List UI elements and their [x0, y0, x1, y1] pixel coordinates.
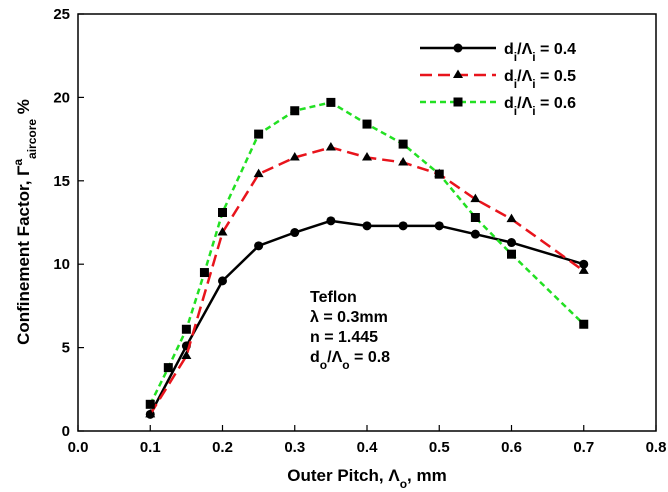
data-point — [326, 216, 336, 226]
annotation-line-4: do/Λo = 0.8 — [310, 349, 390, 372]
data-point — [398, 156, 409, 166]
data-point — [506, 213, 517, 223]
legend-entry-2: di/Λi = 0.5 — [420, 68, 576, 91]
data-point — [145, 408, 156, 418]
x-axis-ticks: 0.0 0.1 0.2 0.3 0.4 0.5 0.6 0.7 0.8 — [68, 425, 667, 456]
legend: di/Λi = 0.4 di/Λi = 0.5 di/Λi = 0.6 — [420, 41, 576, 118]
data-point — [434, 169, 444, 179]
data-point — [398, 139, 408, 149]
annotation-line-3: n = 1.445 — [310, 329, 378, 346]
data-point — [199, 268, 209, 278]
data-point — [579, 259, 589, 269]
data-point — [362, 151, 372, 161]
data-point — [253, 168, 264, 178]
data-point — [290, 228, 300, 238]
data-point — [289, 151, 300, 161]
data-point — [181, 324, 191, 334]
data-point — [290, 106, 300, 116]
legend-marker-2 — [453, 69, 463, 78]
x-tick-label: 0.4 — [357, 439, 379, 456]
x-tick-label: 0.6 — [501, 439, 522, 456]
data-point — [362, 221, 372, 231]
y-tick-label: 10 — [53, 256, 70, 273]
annotation-block: Teflon λ = 0.3mm n = 1.445 do/Λo = 0.8 — [310, 289, 390, 372]
x-tick-label: 0.2 — [212, 439, 233, 456]
series-layer — [145, 97, 589, 419]
annotation-line-1: Teflon — [310, 289, 357, 306]
x-tick-label: 0.1 — [140, 439, 161, 456]
y-axis-ticks: 0 5 10 15 20 25 — [53, 6, 84, 440]
data-point — [507, 249, 516, 259]
y-tick-label: 0 — [62, 423, 70, 440]
data-point — [326, 97, 336, 107]
data-point — [181, 350, 192, 359]
legend-marker-3 — [453, 97, 463, 107]
y-axis-label: Confinement Factor, Γaaircore % — [11, 99, 39, 345]
series-2 — [145, 141, 589, 418]
legend-entry-1: di/Λi = 0.4 — [420, 41, 576, 64]
legend-entry-3: di/Λi = 0.6 — [420, 95, 576, 118]
data-point — [362, 119, 372, 129]
series-line-2 — [149, 146, 585, 415]
x-axis-label: Outer Pitch, Λo, mm — [287, 466, 446, 491]
data-point — [507, 238, 516, 248]
data-point — [254, 129, 264, 139]
y-tick-label: 25 — [53, 6, 70, 23]
data-point — [218, 207, 227, 217]
data-point — [470, 212, 480, 222]
y-tick-label: 15 — [53, 173, 70, 190]
legend-label-3: di/Λi = 0.6 — [504, 95, 576, 118]
data-point — [145, 399, 155, 409]
data-point — [163, 363, 173, 373]
data-point — [217, 227, 228, 236]
data-point — [254, 241, 264, 251]
y-tick-label: 5 — [62, 340, 70, 357]
y-tick-label: 20 — [53, 89, 70, 106]
x-tick-label: 0.8 — [646, 439, 667, 456]
x-tick-label: 0.7 — [573, 439, 594, 456]
data-point — [579, 319, 589, 329]
series-line-3 — [149, 101, 585, 405]
legend-label-2: di/Λi = 0.5 — [504, 68, 576, 91]
data-point — [218, 276, 227, 286]
data-point — [470, 229, 480, 239]
legend-label-1: di/Λi = 0.4 — [504, 41, 576, 64]
data-point — [398, 221, 408, 231]
data-point — [578, 265, 589, 274]
x-tick-label: 0.0 — [68, 439, 89, 456]
annotation-line-2: λ = 0.3mm — [310, 309, 388, 326]
data-point — [434, 221, 444, 231]
series-3 — [145, 97, 589, 409]
data-point — [325, 141, 336, 151]
series-line-1 — [149, 219, 585, 415]
legend-marker-1 — [453, 43, 463, 53]
data-point — [470, 193, 481, 203]
x-tick-label: 0.3 — [284, 439, 305, 456]
x-tick-label: 0.5 — [429, 439, 450, 456]
